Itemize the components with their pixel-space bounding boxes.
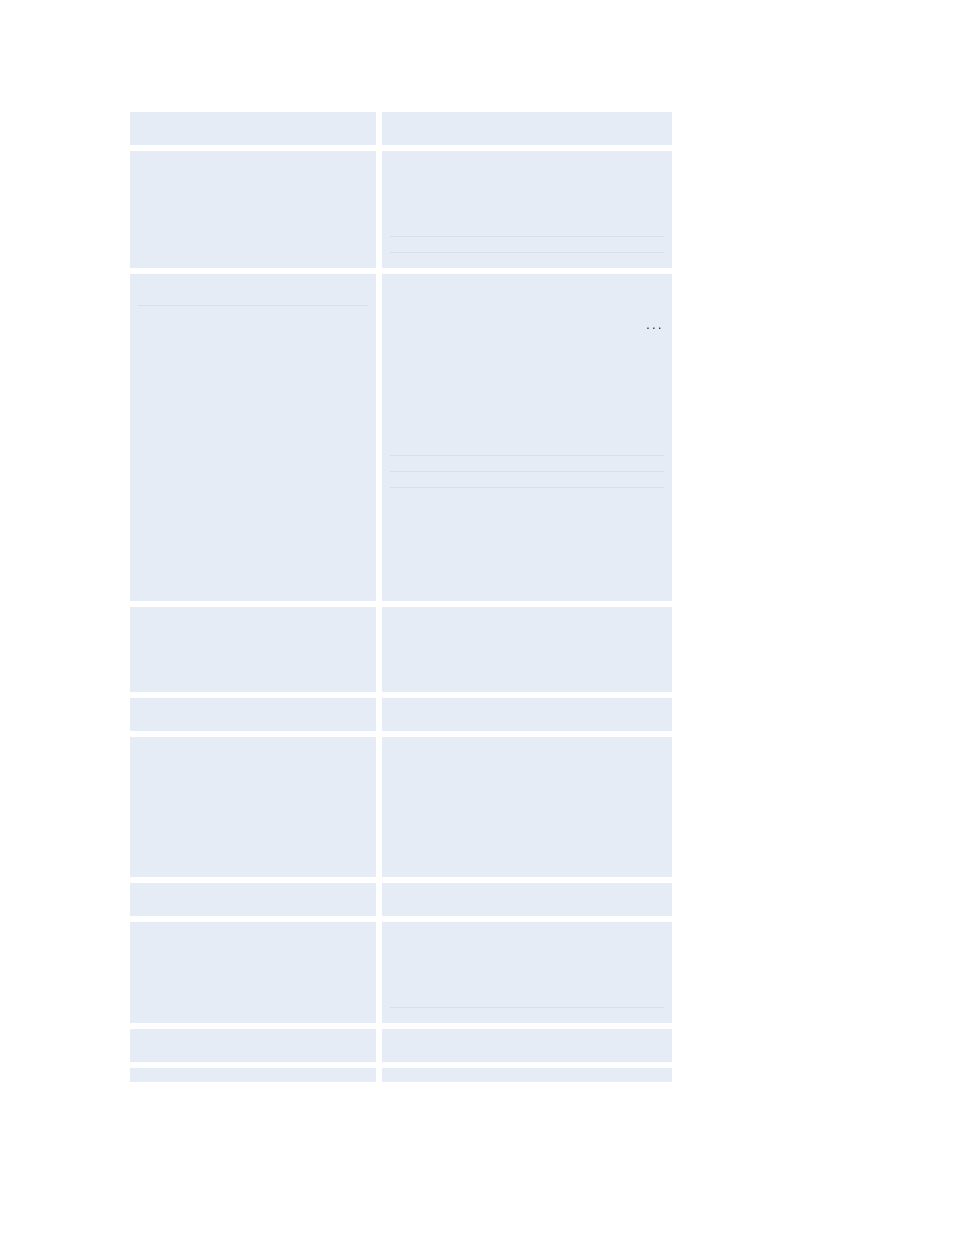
table-cell-left — [130, 737, 376, 877]
table-cell-left — [130, 112, 376, 145]
table-row — [130, 1068, 672, 1082]
table-cell-left — [130, 1029, 376, 1062]
table-cell-right — [382, 607, 672, 692]
table-row — [130, 1029, 672, 1062]
table: ... — [130, 112, 672, 1088]
table-cell-right — [382, 922, 672, 1023]
inner-divider — [390, 1007, 664, 1008]
table-cell-left — [130, 151, 376, 268]
table-cell-right — [382, 883, 672, 916]
table-cell-right — [382, 698, 672, 731]
table-row: ... — [130, 274, 672, 601]
table-cell-left — [130, 698, 376, 731]
inner-divider — [390, 252, 664, 253]
table-cell-left — [130, 883, 376, 916]
inner-divider — [390, 236, 664, 237]
inner-divider — [138, 305, 368, 306]
table-cell-right — [382, 1029, 672, 1062]
table-row — [130, 737, 672, 877]
table-cell-right: ... — [382, 274, 672, 601]
table-cell-right — [382, 112, 672, 145]
inner-divider — [390, 487, 664, 488]
inner-divider — [390, 471, 664, 472]
table-cell-right — [382, 151, 672, 268]
table-row — [130, 112, 672, 145]
inner-divider — [390, 455, 664, 456]
table-row — [130, 151, 672, 268]
table-row — [130, 883, 672, 916]
table-cell-right — [382, 737, 672, 877]
table-row — [130, 607, 672, 692]
table-cell-left — [130, 922, 376, 1023]
table-cell-left — [130, 607, 376, 692]
table-cell-right — [382, 1068, 672, 1082]
table-row — [130, 922, 672, 1023]
table-row — [130, 698, 672, 731]
table-cell-left — [130, 274, 376, 601]
table-cell-left — [130, 1068, 376, 1082]
